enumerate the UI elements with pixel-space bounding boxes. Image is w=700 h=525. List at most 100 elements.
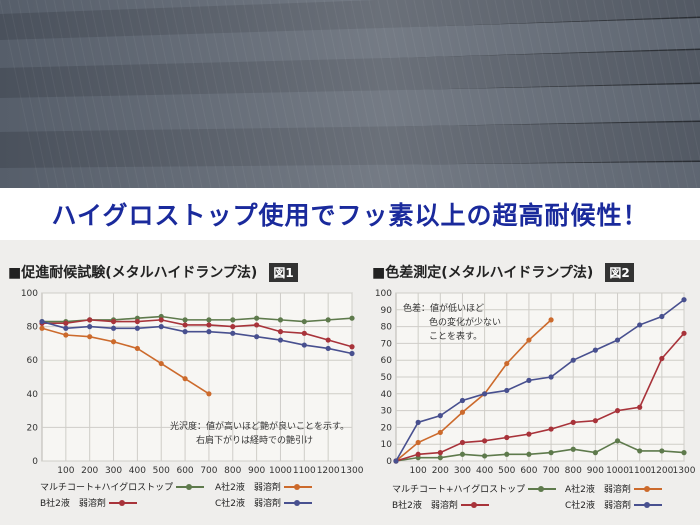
chart1-gloss-retention: 0 20 40 60 80 100 100 200 300 400 500 600 700 800 900 1…: [21, 289, 364, 476]
series-line: [395, 299, 685, 462]
series-line: [395, 439, 685, 462]
legend-swatch: [460, 501, 489, 509]
y-tick-label: 50: [381, 373, 393, 383]
data-point: [459, 409, 466, 415]
x-tick-label: 700: [542, 466, 559, 476]
x-tick-label: 700: [200, 466, 217, 476]
data-point: [415, 419, 421, 425]
chart2-figure-label: 図2: [605, 262, 634, 282]
data-point: [681, 330, 687, 336]
chart2-note: 色差：値が低いほど 色の変化が少ない ことを表す。: [403, 304, 502, 342]
y-tick-label: 80: [27, 323, 39, 333]
data-point: [277, 317, 284, 323]
data-point: [504, 434, 510, 441]
y-tick-label: 40: [27, 390, 39, 400]
data-point: [504, 387, 510, 394]
roof-photo: [0, 0, 700, 188]
x-tick-label: 800: [565, 466, 582, 476]
data-point: [110, 318, 117, 325]
x-tick-label: 500: [153, 466, 170, 476]
y-tick-label: 60: [381, 356, 393, 366]
data-point: [206, 329, 212, 335]
legend-swatch: [633, 485, 662, 493]
data-point: [110, 339, 117, 345]
x-tick-label: 200: [81, 466, 98, 476]
data-point: [592, 450, 598, 456]
y-tick-label: 70: [381, 339, 393, 349]
data-point: [87, 317, 93, 323]
chart2-color-difference: 0 10 20 30 40 50 60 70 80 90 100 100 200 300 400 500 600…: [375, 289, 696, 476]
data-point: [614, 408, 621, 414]
data-point: [437, 429, 443, 436]
legend-swatch: [528, 485, 557, 493]
chart1-legend-a: A社2液 弱溶剤: [215, 480, 312, 493]
x-tick-label: 1100: [293, 466, 316, 476]
data-point: [182, 376, 188, 382]
y-tick-label: 0: [386, 457, 392, 467]
data-point: [659, 313, 665, 320]
y-tick-label: 60: [27, 356, 39, 366]
data-point: [614, 438, 621, 444]
chart1-note: 光沢度：値が高いほど艶が良いことを示す。 右肩下がりは経時での艶引け: [170, 422, 350, 446]
chart1-figure-label: 図1: [269, 262, 298, 282]
data-point: [459, 439, 466, 446]
data-point: [659, 355, 665, 362]
data-point: [681, 450, 687, 456]
data-point: [482, 438, 488, 444]
data-point: [230, 317, 236, 323]
data-point: [254, 334, 260, 340]
x-tick-label: 800: [224, 466, 241, 476]
x-tick-label: 300: [454, 466, 471, 476]
legend-swatch: [634, 501, 663, 509]
data-point: [254, 322, 260, 328]
data-point: [637, 404, 643, 410]
data-point: [87, 324, 93, 330]
x-tick-label: 300: [105, 466, 122, 476]
x-tick-label: 400: [476, 466, 493, 476]
data-point: [206, 322, 212, 328]
series-line: [395, 319, 552, 462]
data-point: [415, 451, 421, 457]
data-point: [39, 318, 45, 325]
chart2-legend-b: B社2液 弱溶剤: [392, 498, 489, 511]
y-tick-label: 100: [375, 289, 392, 299]
data-point: [134, 345, 140, 352]
data-point: [592, 418, 598, 424]
headline: ハイグロストップ使用でフッ素以上の超高耐候性！: [0, 188, 700, 240]
data-point: [637, 322, 643, 328]
data-point: [158, 324, 164, 330]
data-point: [230, 324, 236, 330]
y-tick-label: 100: [21, 289, 38, 299]
data-point: [230, 330, 236, 336]
data-point: [459, 397, 466, 404]
data-point: [349, 344, 355, 350]
data-point: [182, 329, 188, 335]
data-point: [301, 342, 307, 348]
chart2-title: ■色差測定(メタルハイドランプ法) 図2: [372, 262, 634, 282]
data-point: [548, 374, 554, 380]
data-point: [277, 329, 284, 335]
x-tick-label: 1200: [650, 466, 673, 476]
data-point: [548, 450, 554, 456]
chart2-legend-multicoat: マルチコート+ハイグロストップ: [392, 482, 557, 495]
legend-swatch: [108, 499, 137, 507]
legend-swatch: [284, 499, 313, 507]
series-line: [395, 332, 685, 462]
data-point: [570, 419, 576, 425]
data-point: [110, 325, 117, 331]
x-tick-label: 1300: [673, 466, 696, 476]
data-point: [254, 315, 260, 321]
data-point: [301, 330, 307, 336]
x-tick-label: 1200: [317, 466, 340, 476]
data-point: [437, 455, 443, 461]
chart1-legend-b: B社2液 弱溶剤: [40, 496, 137, 509]
data-point: [548, 426, 554, 432]
data-point: [504, 360, 510, 367]
series-line: [41, 327, 210, 395]
chart1-legend-multicoat: マルチコート+ハイグロストップ: [40, 480, 205, 493]
data-point: [301, 318, 307, 325]
x-tick-label: 200: [432, 466, 449, 476]
x-tick-label: 1000: [606, 466, 629, 476]
data-point: [393, 458, 399, 464]
data-point: [158, 317, 164, 323]
